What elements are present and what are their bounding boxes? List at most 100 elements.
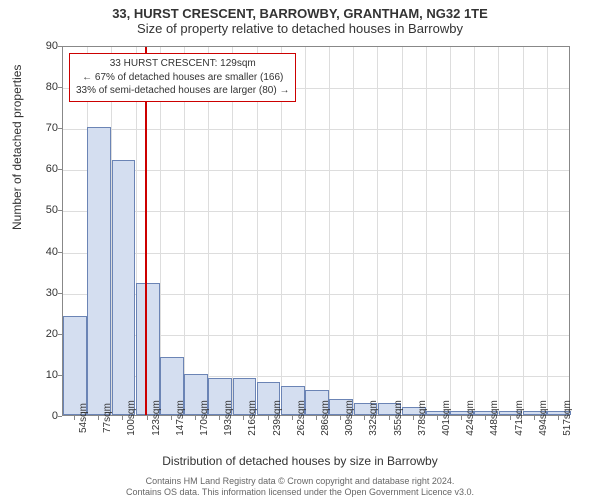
gridline-vertical [184,47,185,415]
x-tick-mark [437,416,438,420]
x-tick-label: 517sqm [562,400,573,436]
x-tick-mark [510,416,511,420]
marker-line [145,47,147,415]
x-tick-mark [413,416,414,420]
x-tick-mark [389,416,390,420]
x-tick-mark [268,416,269,420]
x-tick-label: 332sqm [368,400,379,436]
y-tick-mark [58,46,62,47]
x-tick-mark [316,416,317,420]
histogram-bar [136,283,160,415]
gridline-vertical [232,47,233,415]
y-tick-mark [58,169,62,170]
x-tick-label: 216sqm [247,400,258,436]
x-tick-label: 239sqm [272,400,283,436]
x-tick-label: 262sqm [296,400,307,436]
y-tick-mark [58,334,62,335]
x-tick-label: 309sqm [344,400,355,436]
callout-line: ← 67% of detached houses are smaller (16… [76,71,289,85]
x-tick-mark [461,416,462,420]
y-tick-label: 20 [28,328,58,340]
x-tick-mark [292,416,293,420]
gridline-horizontal [63,211,569,212]
y-tick-mark [58,252,62,253]
x-tick-mark [364,416,365,420]
x-tick-mark [147,416,148,420]
x-tick-mark [485,416,486,420]
x-tick-label: 448sqm [489,400,500,436]
x-tick-label: 100sqm [126,400,137,436]
x-tick-label: 355sqm [393,400,404,436]
y-tick-mark [58,416,62,417]
x-tick-label: 401sqm [441,400,452,436]
x-tick-label: 378sqm [417,400,428,436]
footer-attribution: Contains HM Land Registry data © Crown c… [0,476,600,498]
histogram-bar [63,316,87,415]
x-tick-label: 424sqm [465,400,476,436]
y-tick-label: 10 [28,369,58,381]
gridline-vertical [523,47,524,415]
gridline-horizontal [63,253,569,254]
x-tick-mark [243,416,244,420]
y-tick-label: 80 [28,81,58,93]
x-tick-mark [219,416,220,420]
gridline-vertical [353,47,354,415]
histogram-bar [112,160,136,415]
y-axis-label: Number of detached properties [10,65,24,230]
gridline-vertical [426,47,427,415]
gridline-vertical [257,47,258,415]
y-tick-mark [58,210,62,211]
y-tick-label: 90 [28,40,58,52]
x-axis-label: Distribution of detached houses by size … [0,454,600,468]
histogram-bar [87,127,111,415]
x-tick-label: 147sqm [175,400,186,436]
x-tick-mark [98,416,99,420]
y-tick-label: 50 [28,204,58,216]
gridline-vertical [208,47,209,415]
callout-box: 33 HURST CRESCENT: 129sqm← 67% of detach… [69,53,296,102]
x-tick-label: 123sqm [151,400,162,436]
x-tick-label: 193sqm [223,400,234,436]
x-tick-mark [74,416,75,420]
x-tick-label: 170sqm [199,400,210,436]
y-tick-label: 60 [28,163,58,175]
x-tick-mark [171,416,172,420]
y-tick-label: 40 [28,246,58,258]
x-tick-mark [195,416,196,420]
callout-line: 33 HURST CRESCENT: 129sqm [76,57,289,71]
gridline-vertical [547,47,548,415]
x-tick-label: 471sqm [514,400,525,436]
y-tick-mark [58,128,62,129]
x-tick-label: 77sqm [102,403,113,433]
y-tick-label: 70 [28,122,58,134]
gridline-horizontal [63,129,569,130]
y-tick-mark [58,293,62,294]
x-tick-mark [534,416,535,420]
page-title-subtitle: Size of property relative to detached ho… [0,21,600,36]
x-tick-mark [340,416,341,420]
x-tick-label: 286sqm [320,400,331,436]
gridline-vertical [377,47,378,415]
gridline-vertical [281,47,282,415]
callout-line: 33% of semi-detached houses are larger (… [76,84,289,98]
gridline-vertical [329,47,330,415]
page-title-address: 33, HURST CRESCENT, BARROWBY, GRANTHAM, … [0,6,600,21]
y-tick-label: 30 [28,287,58,299]
gridline-horizontal [63,170,569,171]
chart-plot-area: 33 HURST CRESCENT: 129sqm← 67% of detach… [62,46,570,416]
gridline-vertical [498,47,499,415]
y-tick-mark [58,87,62,88]
footer-line-1: Contains HM Land Registry data © Crown c… [0,476,600,487]
title-block: 33, HURST CRESCENT, BARROWBY, GRANTHAM, … [0,0,600,36]
x-tick-label: 494sqm [538,400,549,436]
x-tick-label: 54sqm [78,403,89,433]
footer-line-2: Contains OS data. This information licen… [0,487,600,498]
x-tick-mark [122,416,123,420]
gridline-vertical [402,47,403,415]
gridline-vertical [450,47,451,415]
y-tick-mark [58,375,62,376]
gridline-vertical [474,47,475,415]
gridline-vertical [305,47,306,415]
x-tick-mark [558,416,559,420]
y-tick-label: 0 [28,410,58,422]
